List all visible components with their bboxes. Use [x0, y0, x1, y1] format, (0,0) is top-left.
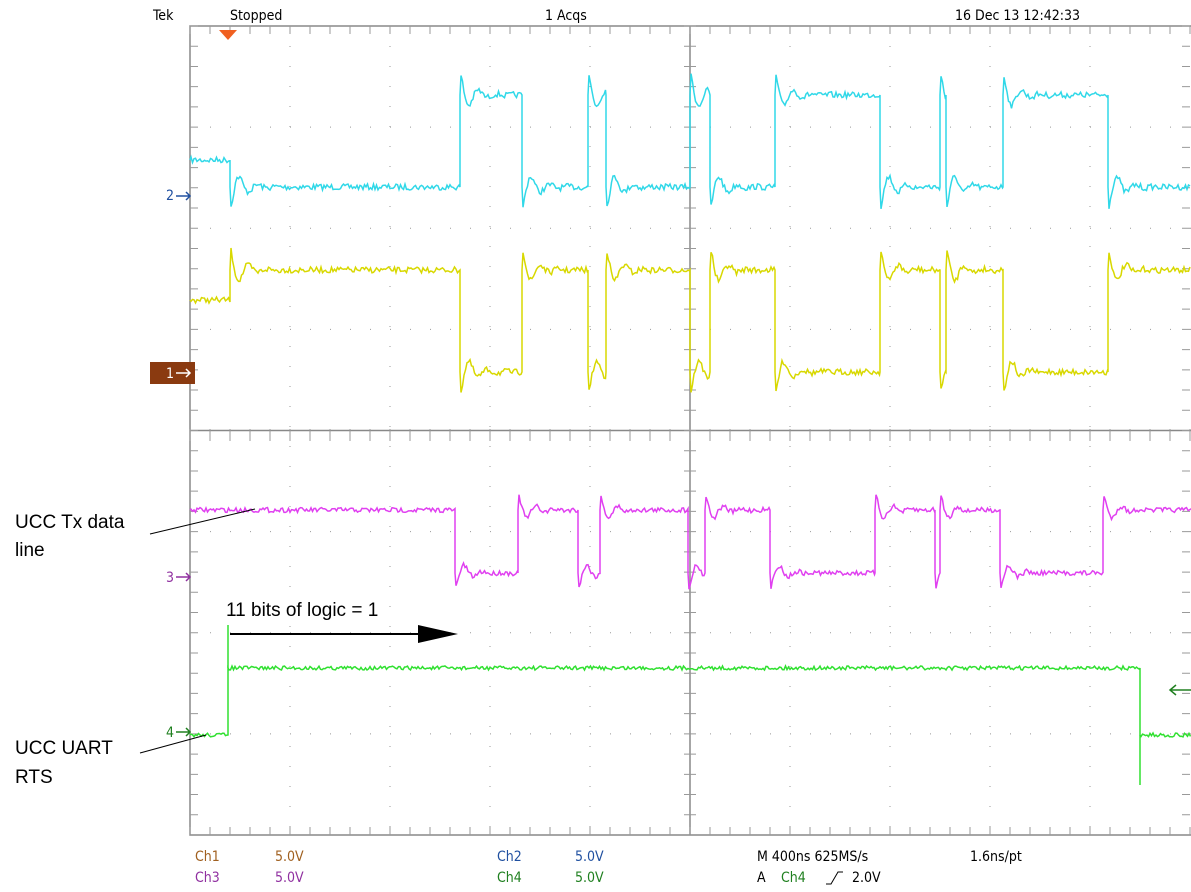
channel-marker: 2 [166, 188, 174, 204]
channel-arrow [176, 572, 192, 582]
channel-scale: 5.0V [575, 849, 604, 865]
annotation: line [15, 540, 45, 561]
trigger-source: Ch4 [781, 870, 806, 886]
acquisitions: 1 Acqs [545, 8, 587, 24]
callout-line [149, 508, 256, 535]
timebase: M 400ns 625MS/s [757, 849, 868, 865]
trigger-label: A [757, 870, 766, 886]
graticule-ticks [189, 25, 1191, 835]
channel-marker-box [150, 362, 195, 384]
channel-arrow [176, 368, 192, 378]
channel-arrow [176, 727, 192, 737]
trigger-level: 2.0V [852, 870, 881, 886]
channel-marker: 1 [166, 366, 174, 382]
waveform-spike [227, 625, 1141, 785]
timestamp: 16 Dec 13 12:42:33 [955, 8, 1080, 24]
trigger-slope [826, 871, 843, 885]
channel-marker: 3 [166, 570, 174, 586]
channel-marker: 4 [166, 725, 174, 741]
waveform [189, 494, 1191, 590]
waveform [189, 73, 1191, 210]
waveforms [189, 73, 1191, 785]
channel-label: Ch4 [497, 870, 522, 886]
brand: Tek [152, 8, 174, 24]
annotation: UCC UART [15, 738, 113, 759]
arrow-head [418, 625, 458, 643]
status: Stopped [230, 8, 282, 24]
channel-scale: 5.0V [275, 849, 304, 865]
channel-scale: 5.0V [575, 870, 604, 886]
channel-label: Ch1 [195, 849, 220, 865]
waveform [189, 247, 1191, 393]
trigger-level-marker [1168, 684, 1191, 696]
callout-line [139, 734, 207, 754]
resolution: 1.6ns/pt [970, 849, 1022, 865]
annotation: UCC Tx data [15, 512, 125, 533]
annotation: 11 bits of logic = 1 [226, 600, 378, 621]
annotation: RTS [15, 767, 53, 788]
channel-label: Ch2 [497, 849, 522, 865]
channel-scale: 5.0V [275, 870, 304, 886]
trigger-position-marker [219, 30, 237, 40]
channel-label: Ch3 [195, 870, 220, 886]
waveform [189, 664, 1191, 738]
channel-arrow [176, 191, 192, 201]
